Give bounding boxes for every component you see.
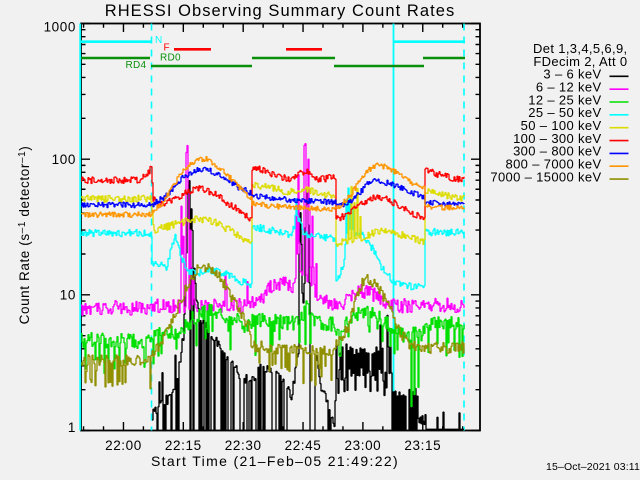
svg-text:Start Time (21–Feb–05 21:49:22: Start Time (21–Feb–05 21:49:22) xyxy=(151,453,399,469)
svg-text:22:00: 22:00 xyxy=(105,438,142,453)
svg-text:10: 10 xyxy=(60,287,76,302)
svg-text:RHESSI Observing Summary Count: RHESSI Observing Summary Count Rates xyxy=(105,2,456,20)
svg-text:Det 1,3,4,5,6,9,: Det 1,3,4,5,6,9, xyxy=(533,41,628,56)
svg-text:22:45: 22:45 xyxy=(285,438,322,453)
svg-text:RD0: RD0 xyxy=(160,52,181,63)
svg-text:23:15: 23:15 xyxy=(404,438,441,453)
svg-text:300 – 800 keV: 300 – 800 keV xyxy=(513,144,601,159)
svg-text:50 – 100 keV: 50 – 100 keV xyxy=(521,118,602,133)
svg-text:F: F xyxy=(164,42,170,53)
svg-text:100 – 300 keV: 100 – 300 keV xyxy=(513,131,601,146)
svg-text:7000 – 15000 keV: 7000 – 15000 keV xyxy=(490,169,601,184)
svg-text:3 – 6 keV: 3 – 6 keV xyxy=(543,67,601,82)
svg-text:FDecim 2, Att 0: FDecim 2, Att 0 xyxy=(533,54,627,69)
svg-text:15–Oct–2021 03:11: 15–Oct–2021 03:11 xyxy=(546,461,640,473)
svg-text:1: 1 xyxy=(68,420,76,435)
svg-text:N: N xyxy=(155,35,163,46)
svg-text:100: 100 xyxy=(52,152,76,167)
svg-text:Count Rate (s–1 detector–1): Count Rate (s–1 detector–1) xyxy=(17,146,32,325)
svg-text:25 – 50 keV: 25 – 50 keV xyxy=(528,105,601,120)
svg-text:6 – 12 keV: 6 – 12 keV xyxy=(536,80,602,95)
svg-text:23:00: 23:00 xyxy=(345,438,382,453)
svg-text:22:30: 22:30 xyxy=(225,438,262,453)
svg-text:22:15: 22:15 xyxy=(165,438,202,453)
svg-text:800 – 7000 keV: 800 – 7000 keV xyxy=(506,157,602,172)
svg-text:1000: 1000 xyxy=(44,20,76,35)
svg-text:12 – 25 keV: 12 – 25 keV xyxy=(528,92,601,107)
svg-text:RD4: RD4 xyxy=(126,60,147,71)
